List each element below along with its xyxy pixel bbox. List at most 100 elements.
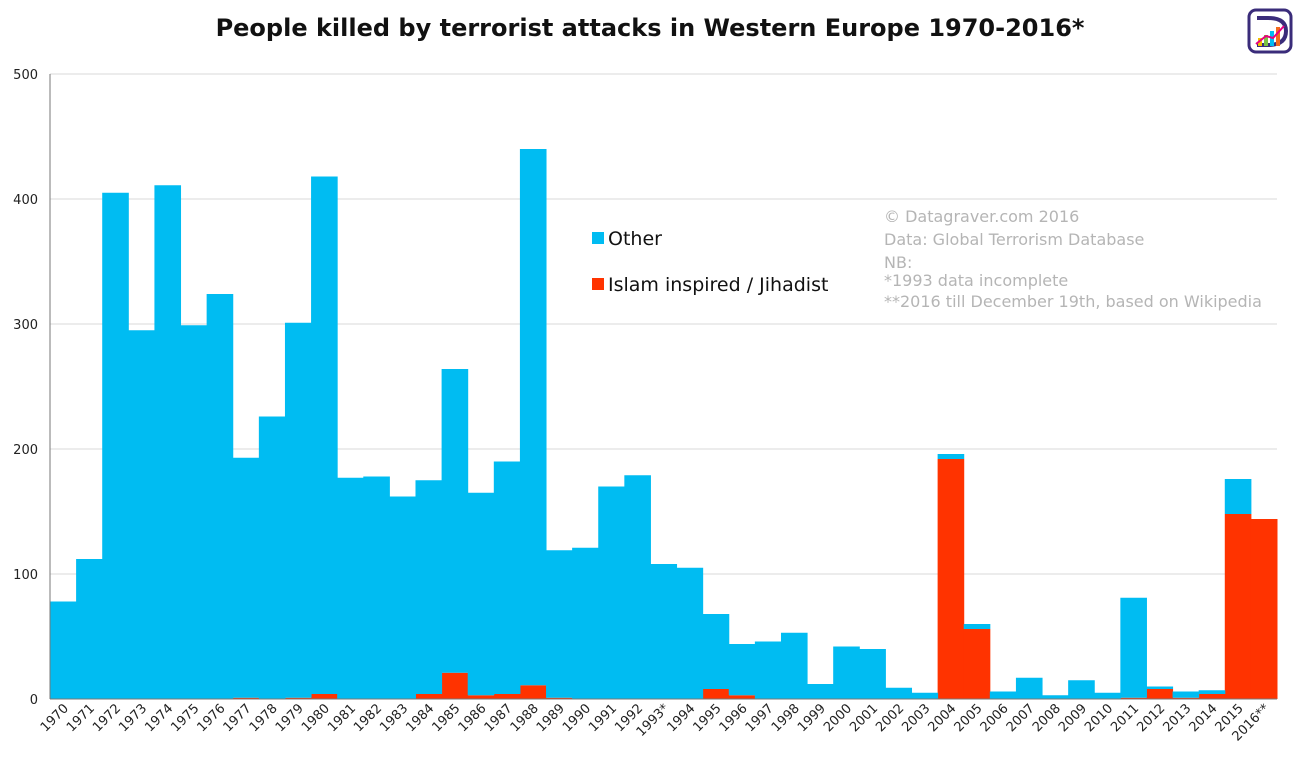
bar-islam-inspired-jihadist-2015	[1224, 514, 1252, 699]
x-tick-label: 1970	[38, 701, 72, 735]
bar-other-2014	[1198, 690, 1226, 694]
y-tick-label: 100	[13, 568, 38, 583]
bar-other-1997	[754, 641, 782, 699]
note-nb: NB:	[884, 253, 912, 272]
bar-islam-inspired-jihadist-1984	[415, 694, 443, 699]
bar-other-2003	[911, 692, 939, 699]
x-tick-label: 2004	[925, 701, 959, 735]
bar-islam-inspired-jihadist-1995	[702, 689, 730, 699]
note-1993: *1993 data incomplete	[884, 271, 1068, 290]
x-tick-label: 1989	[534, 701, 568, 735]
bar-other-1978	[258, 416, 286, 699]
bar-other-1975	[180, 325, 208, 699]
x-tick-label: 1990	[560, 701, 594, 735]
bar-other-2012	[1146, 686, 1174, 689]
bar-islam-inspired-jihadist-1980	[311, 694, 338, 699]
x-tick-label: 1985	[429, 701, 463, 735]
bar-other-1985	[441, 369, 469, 673]
bar-other-1992	[624, 475, 651, 699]
legend-swatch-other	[592, 232, 604, 244]
y-tick-label: 300	[13, 318, 38, 333]
bar-other-1980	[311, 176, 338, 694]
x-tick-label: 1987	[482, 701, 516, 735]
x-tick-label: 1972	[90, 701, 124, 735]
bar-other-1983	[389, 496, 416, 699]
bar-other-2013	[1172, 691, 1200, 698]
bar-other-1990	[572, 547, 599, 699]
bar-other-1981	[337, 477, 364, 699]
x-tick-label: 1999	[795, 701, 829, 735]
bar-other-1993	[650, 564, 678, 699]
bar-other-1984	[415, 480, 443, 694]
bar-islam-inspired-jihadist-2004	[937, 459, 965, 699]
bar-other-1996	[728, 644, 756, 696]
bar-islam-inspired-jihadist-2016	[1250, 519, 1278, 699]
bar-islam-inspired-jihadist-1979	[284, 697, 312, 699]
bar-other-2001	[859, 649, 886, 699]
note-source: Data: Global Terrorism Database	[884, 230, 1144, 249]
bar-islam-inspired-jihadist-1989	[546, 697, 573, 699]
bar-islam-inspired-jihadist-1987	[493, 694, 521, 699]
bars-layer	[50, 149, 1278, 699]
bar-islam-inspired-jihadist-2014	[1198, 694, 1226, 699]
axes-layer	[49, 74, 1277, 700]
x-tick-label: 1980	[299, 701, 333, 735]
bar-other-1986	[467, 492, 495, 696]
x-tick-label: 1971	[64, 701, 98, 735]
x-tick-label: 2003	[899, 701, 933, 735]
bar-other-1977	[232, 457, 260, 698]
x-tick-label: 1997	[743, 701, 777, 735]
x-tick-label: 2013	[1160, 701, 1194, 735]
bar-other-1982	[363, 476, 390, 699]
x-tick-label: 2007	[1004, 701, 1038, 735]
x-tick-label: 2010	[1082, 701, 1116, 735]
x-tick-label: 2000	[821, 701, 855, 735]
x-tick-label: 2011	[1108, 701, 1142, 735]
x-tick-label: 2008	[1030, 701, 1064, 735]
x-tick-label: 2014	[1187, 701, 1221, 735]
bar-other-1974	[154, 185, 182, 699]
bar-other-2005	[963, 624, 991, 629]
y-tick-label: 500	[13, 68, 38, 83]
x-tick-label: 2009	[1056, 701, 1090, 735]
y-tick-label: 0	[30, 693, 38, 708]
x-tick-label: 1986	[456, 701, 490, 735]
bar-other-2004	[937, 454, 965, 459]
legend-label-jihadist: Islam inspired / Jihadist	[608, 274, 828, 296]
x-tick-label: 1991	[586, 701, 620, 735]
legend-swatch-jihadist	[592, 278, 604, 290]
bar-other-2011	[1120, 597, 1147, 698]
bar-other-1973	[128, 330, 155, 699]
bar-islam-inspired-jihadist-2013	[1172, 697, 1200, 699]
bar-other-2000	[833, 646, 860, 699]
x-tick-label: 1998	[769, 701, 803, 735]
legend: Other Islam inspired / Jihadist	[592, 228, 828, 296]
bar-other-1994	[676, 567, 704, 699]
x-tick-label: 2012	[1134, 701, 1168, 735]
legend-label-other: Other	[608, 228, 662, 250]
bar-other-1999	[807, 684, 834, 699]
bar-other-2015	[1224, 479, 1252, 514]
bar-other-2007	[1015, 677, 1043, 699]
x-tick-label: 1974	[142, 701, 176, 735]
note-2016: **2016 till December 19th, based on Wiki…	[884, 292, 1262, 311]
bar-other-1989	[546, 550, 573, 698]
chart-title: People killed by terrorist attacks in We…	[215, 14, 1085, 42]
x-tick-label: 1981	[325, 701, 359, 735]
x-tick-label: 2006	[978, 701, 1012, 735]
bar-other-1976	[206, 294, 234, 699]
bar-islam-inspired-jihadist-2012	[1146, 689, 1174, 699]
datagraver-logo-icon	[1247, 8, 1293, 54]
bar-islam-inspired-jihadist-1986	[467, 695, 495, 699]
note-copyright: © Datagraver.com 2016	[884, 207, 1079, 226]
bar-other-1972	[102, 192, 129, 699]
x-tick-label: 1978	[247, 701, 281, 735]
bar-other-1991	[598, 486, 625, 699]
bar-other-1971	[76, 559, 103, 699]
x-tick-label: 2001	[847, 701, 881, 735]
bar-other-1998	[780, 632, 808, 699]
x-tick-label: 1973	[116, 701, 150, 735]
bar-islam-inspired-jihadist-1985	[441, 672, 469, 699]
bar-islam-inspired-jihadist-1988	[519, 685, 547, 699]
